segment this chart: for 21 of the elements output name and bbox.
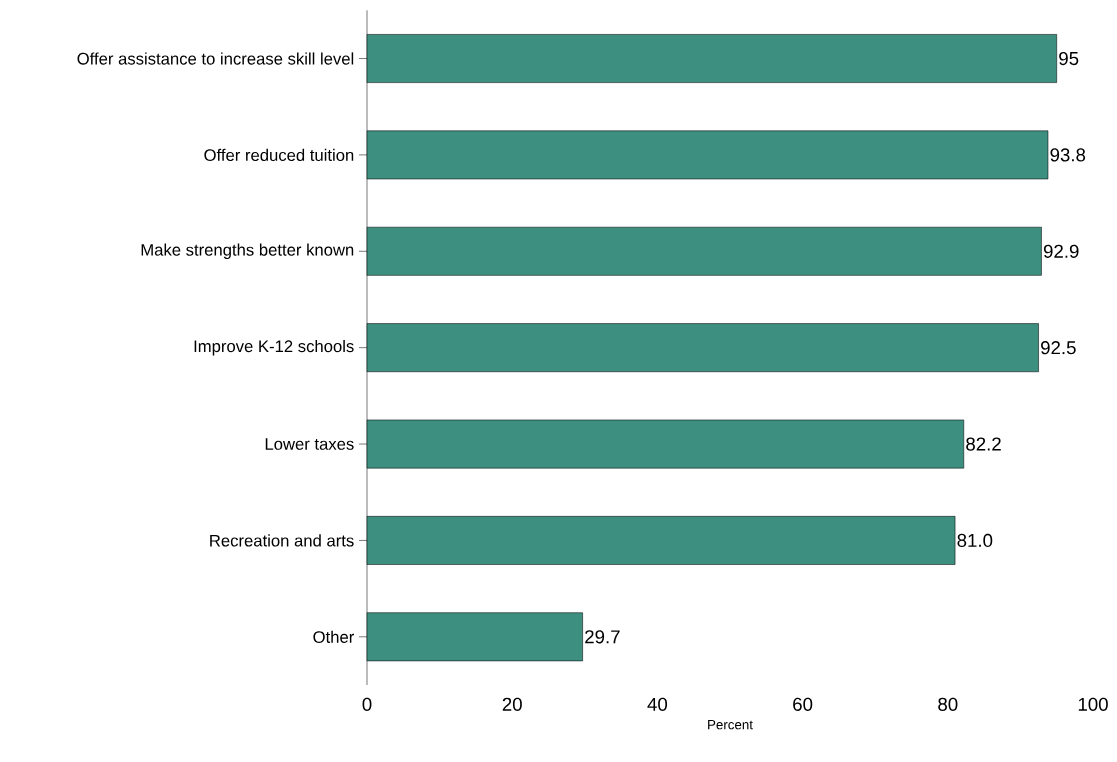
data-label: 92.9	[1043, 244, 1079, 258]
x-tick-label: 100	[1078, 697, 1108, 711]
x-axis-title: Percent	[708, 720, 753, 730]
y-tick-label: Make strengths better known	[141, 243, 354, 260]
data-label: 29.7	[585, 630, 620, 644]
y-tick-label: Other	[313, 630, 355, 643]
y-tick-label: Offer assistance to increase skill level	[77, 52, 354, 65]
data-label: 93.8	[1050, 148, 1086, 162]
y-tick-label: Offer reduced tuition	[204, 148, 354, 162]
x-tick-label: 0	[362, 697, 372, 711]
data-label: 95	[1059, 51, 1079, 66]
y-tick-label: Recreation and arts	[210, 534, 354, 547]
data-label: 92.5	[1041, 341, 1076, 355]
x-tick-label: 80	[938, 697, 958, 711]
y-tick-label: Improve K-12 schools	[194, 339, 354, 356]
x-tick-label: 60	[793, 697, 813, 711]
data-label: 81.0	[957, 533, 993, 548]
y-tick-label: Lower taxes	[265, 438, 354, 450]
x-tick-label: 40	[647, 697, 668, 711]
x-tick-label: 20	[502, 697, 522, 711]
data-label: 82.2	[966, 437, 1001, 451]
